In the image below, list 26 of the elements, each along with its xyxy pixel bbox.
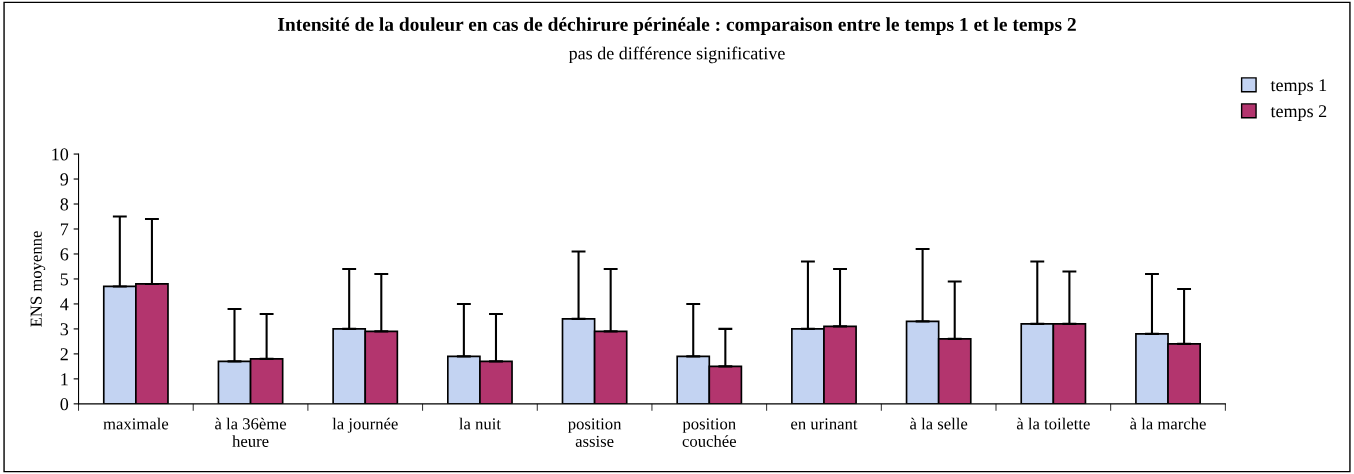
chart-subtitle: pas de différence significative — [568, 46, 785, 64]
y-tick-label: 4 — [60, 298, 69, 311]
y-tick-label: 10 — [52, 148, 69, 161]
y-tick-label: 1 — [61, 373, 68, 386]
y-tick-label: 5 — [60, 273, 69, 286]
x-tick-label: à la marche — [1130, 417, 1206, 430]
x-tick-label: la journée — [332, 417, 398, 433]
y-tick-label: 6 — [60, 248, 69, 261]
x-tick-label: à la 36ème heure — [215, 417, 287, 447]
x-tick-label: à la selle — [910, 417, 968, 430]
x-tick-label: en urinant — [791, 418, 858, 430]
legend-label: temps 1 — [1270, 79, 1327, 95]
legend-label: temps 2 — [1270, 105, 1327, 121]
x-tick-label: maximale — [103, 417, 169, 430]
y-tick-label: 8 — [60, 198, 69, 211]
y-tick-label: 9 — [60, 173, 69, 186]
y-tick-label: 0 — [60, 398, 69, 411]
y-tick-label: 2 — [60, 348, 68, 361]
y-axis-title: ENS moyenne — [30, 231, 46, 327]
x-tick-label: position assise — [568, 418, 622, 447]
y-tick-label: 7 — [60, 223, 69, 236]
y-tick-label: 3 — [60, 323, 69, 336]
x-tick-label: à la toilette — [1016, 417, 1090, 430]
chart-title: Intensité de la douleur en cas de déchirure périnéale : comparaison entre le temps 1 et le temps 2 — [278, 17, 1076, 35]
x-tick-label: la nuit — [459, 417, 501, 430]
x-tick-label: position couchée — [682, 418, 737, 447]
